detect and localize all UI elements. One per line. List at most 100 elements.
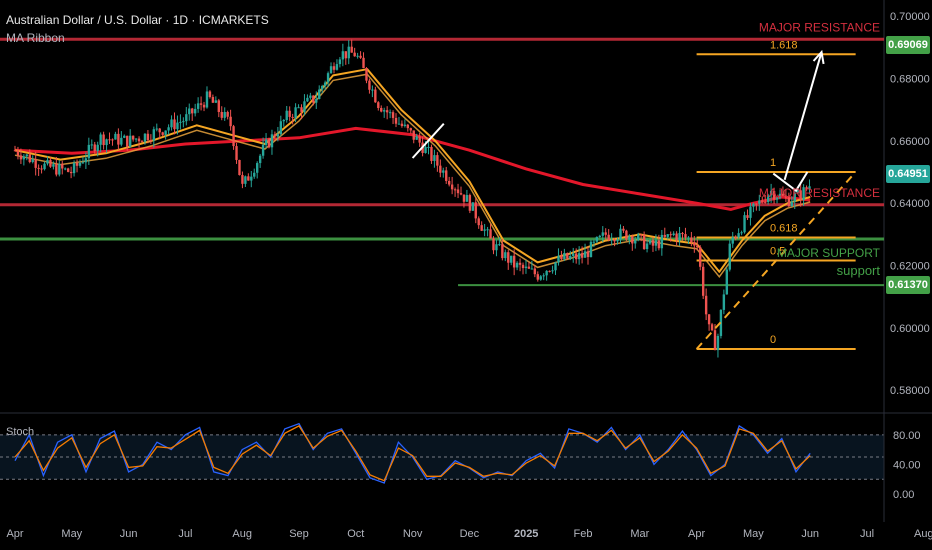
candle-body[interactable] — [489, 229, 492, 239]
candle-body[interactable] — [111, 139, 114, 141]
candle-body[interactable] — [477, 218, 480, 226]
candle-body[interactable] — [84, 158, 88, 163]
candle-body[interactable] — [764, 201, 767, 203]
candle-body[interactable] — [713, 330, 717, 351]
candle-body[interactable] — [158, 128, 161, 133]
candle-body[interactable] — [515, 262, 519, 268]
candle-body[interactable] — [368, 80, 371, 90]
candle-body[interactable] — [238, 159, 241, 176]
candle-body[interactable] — [527, 266, 531, 269]
candle-body[interactable] — [185, 114, 188, 122]
candle-body[interactable] — [28, 154, 31, 163]
candle-body[interactable] — [13, 150, 17, 152]
candle-body[interactable] — [282, 120, 285, 122]
candle-body[interactable] — [645, 243, 649, 250]
candle-body[interactable] — [631, 236, 634, 244]
indicator-label[interactable]: MA Ribbon — [6, 31, 65, 45]
candle-body[interactable] — [415, 136, 418, 140]
candle-body[interactable] — [279, 121, 283, 135]
candle-body[interactable] — [577, 253, 581, 260]
candle-body[interactable] — [202, 104, 206, 108]
candle-body[interactable] — [161, 132, 164, 135]
candle-body[interactable] — [297, 107, 300, 109]
candle-body[interactable] — [672, 233, 675, 235]
candle-body[interactable] — [273, 134, 277, 137]
candle-body[interactable] — [93, 144, 96, 152]
candle-body[interactable] — [796, 190, 799, 194]
candle-body[interactable] — [72, 162, 76, 174]
candle-body[interactable] — [140, 141, 144, 143]
candle-body[interactable] — [394, 117, 398, 124]
candle-body[interactable] — [285, 110, 288, 121]
candle-body[interactable] — [267, 139, 271, 148]
candle-body[interactable] — [784, 195, 788, 198]
candle-body[interactable] — [766, 195, 770, 203]
candle-body[interactable] — [223, 112, 226, 118]
candle-body[interactable] — [755, 203, 758, 205]
candle-body[interactable] — [589, 241, 593, 258]
candle-body[interactable] — [524, 266, 528, 269]
candle-body[interactable] — [309, 95, 312, 98]
candle-body[interactable] — [704, 295, 708, 315]
candle-body[interactable] — [16, 150, 20, 156]
candle-body[interactable] — [332, 66, 336, 70]
candle-body[interactable] — [598, 235, 602, 238]
candle-body[interactable] — [208, 91, 212, 98]
candle-body[interactable] — [164, 130, 167, 135]
candle-body[interactable] — [191, 108, 194, 114]
candle-body[interactable] — [255, 163, 259, 173]
candle-body[interactable] — [492, 238, 495, 251]
candle-body[interactable] — [412, 130, 415, 140]
candle-body[interactable] — [270, 134, 274, 148]
candle-body[interactable] — [793, 193, 796, 202]
candle-body[interactable] — [678, 233, 681, 241]
candle-body[interactable] — [758, 200, 761, 204]
candle-body[interactable] — [731, 237, 734, 244]
candle-body[interactable] — [338, 59, 342, 65]
candle-body[interactable] — [604, 232, 607, 235]
candle-body[interactable] — [459, 193, 463, 195]
candle-body[interactable] — [453, 189, 457, 191]
candle-body[interactable] — [182, 121, 185, 123]
horizontal-levels[interactable] — [0, 37, 884, 287]
candle-body[interactable] — [418, 136, 421, 143]
candle-body[interactable] — [805, 187, 808, 190]
candle-body[interactable] — [320, 85, 324, 90]
fibonacci-retracement[interactable]: 1.618 1 0.618 0.5 0 — [696, 39, 856, 351]
candle-body[interactable] — [400, 123, 404, 126]
candle-body[interactable] — [749, 206, 752, 218]
candle-body[interactable] — [681, 233, 684, 235]
candle-body[interactable] — [447, 180, 451, 185]
candle-body[interactable] — [772, 190, 776, 200]
candle-body[interactable] — [610, 239, 613, 241]
candle-body[interactable] — [483, 229, 486, 231]
candle-body[interactable] — [90, 144, 93, 146]
candle-body[interactable] — [580, 253, 584, 258]
candle-body[interactable] — [769, 190, 773, 196]
candle-body[interactable] — [781, 193, 785, 196]
candle-body[interactable] — [78, 162, 82, 166]
candle-body[interactable] — [480, 225, 483, 231]
candle-body[interactable] — [775, 197, 779, 200]
candle-body[interactable] — [371, 89, 374, 91]
trendline-dashed[interactable] — [695, 171, 857, 350]
candle-body[interactable] — [344, 51, 348, 59]
candle-body[interactable] — [258, 155, 262, 164]
candle-body[interactable] — [75, 162, 79, 166]
candle-body[interactable] — [143, 133, 147, 142]
candle-body[interactable] — [120, 137, 123, 145]
candle-body[interactable] — [217, 100, 220, 112]
candle-body[interactable] — [601, 232, 604, 236]
candle-body[interactable] — [808, 186, 811, 190]
candle-body[interactable] — [743, 215, 746, 233]
candle-body[interactable] — [117, 133, 120, 145]
candle-body[interactable] — [657, 240, 661, 249]
candle-body[interactable] — [439, 165, 442, 173]
candle-body[interactable] — [675, 233, 678, 241]
candle-body[interactable] — [530, 268, 534, 270]
candle-body[interactable] — [622, 228, 625, 231]
candle-body[interactable] — [409, 128, 412, 131]
candle-body[interactable] — [545, 270, 548, 276]
candle-body[interactable] — [430, 146, 433, 161]
candle-body[interactable] — [235, 146, 238, 160]
